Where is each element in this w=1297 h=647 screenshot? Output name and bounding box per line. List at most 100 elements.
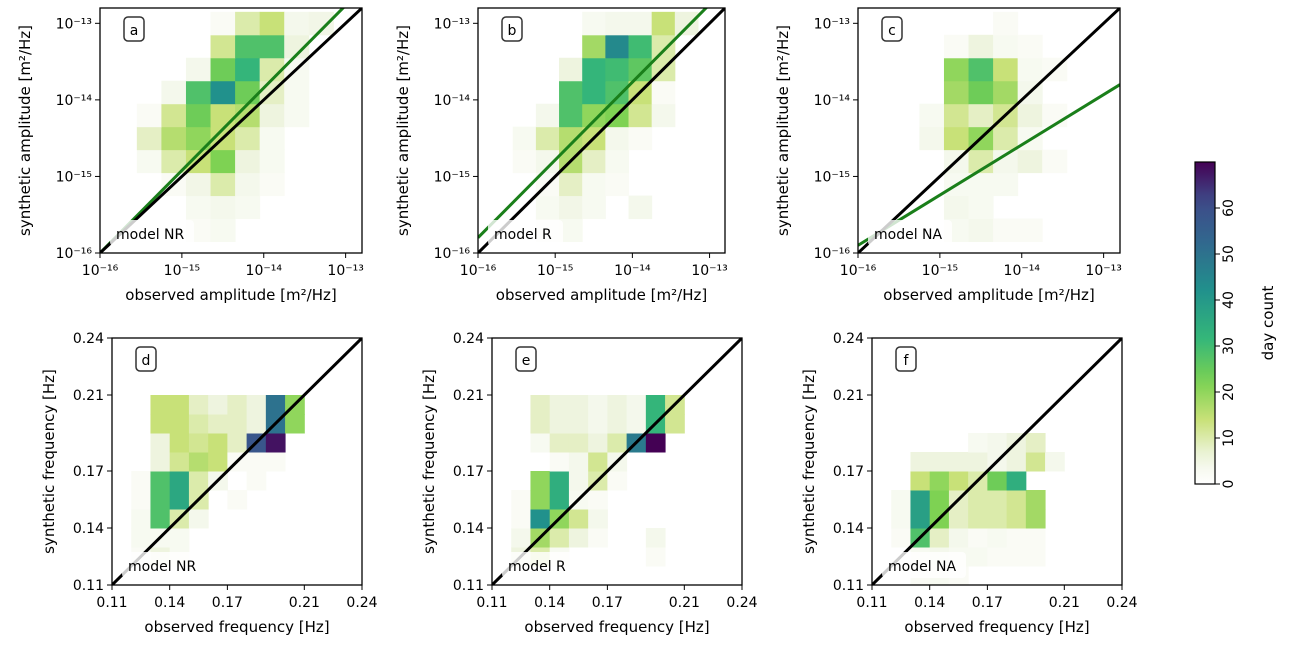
y-tick-label: 10⁻¹³ — [814, 16, 850, 32]
y-tick-label: 0.24 — [73, 331, 104, 347]
heatmap-cell — [968, 103, 994, 128]
heatmap-cell — [891, 509, 911, 529]
heatmap-cell — [943, 126, 970, 151]
model-label: model R — [494, 227, 552, 243]
heatmap-cell — [968, 34, 994, 59]
heatmap-cell — [210, 149, 236, 174]
heatmap-cell — [582, 103, 606, 128]
heatmap-cell — [1006, 528, 1027, 548]
heatmap-cell — [185, 57, 212, 82]
heatmap-cell — [210, 11, 236, 36]
heatmap-cell — [188, 395, 209, 415]
y-tick-label: 0.17 — [833, 464, 864, 480]
heatmap-cell — [588, 452, 608, 472]
heatmap-cell — [530, 433, 551, 453]
y-tick-label: 10⁻¹⁶ — [434, 246, 471, 262]
axes-frame — [111, 337, 363, 586]
heatmap-cell — [208, 414, 228, 434]
colorbar-bar — [1194, 161, 1216, 485]
heatmap-cell — [1006, 490, 1027, 510]
model-label: model NA — [888, 559, 957, 575]
heatmap-cell — [131, 528, 151, 548]
axes-frame — [99, 7, 363, 254]
heatmap-cell — [993, 126, 1019, 151]
heatmap-cell — [136, 149, 162, 174]
y-axis-label: synthetic amplitude [m²/Hz] — [394, 25, 412, 236]
x-axis-label: observed frequency [Hz] — [144, 618, 329, 636]
heatmap-cell — [549, 471, 570, 491]
heatmap-cell — [1006, 547, 1027, 567]
heatmap-cell — [535, 103, 560, 128]
heatmap-cell — [265, 452, 286, 472]
heatmap-cell — [259, 172, 285, 197]
x-axis-label: observed frequency [Hz] — [524, 618, 709, 636]
colorbar-tick-label: 40 — [1221, 291, 1237, 309]
heatmap-cell — [582, 195, 606, 220]
heatmap-cell — [208, 433, 228, 453]
identity-line — [492, 338, 742, 585]
heatmap-cell — [943, 34, 970, 59]
y-tick-label: 0.11 — [833, 578, 864, 594]
x-tick-label: 10⁻¹⁶ — [82, 263, 119, 279]
heatmap-cell — [891, 528, 911, 548]
heatmap-cell — [246, 395, 267, 415]
panel-letter: b — [508, 23, 517, 39]
heatmap-cell — [185, 195, 212, 220]
panel-d: 0.110.11 0.14 0.14 0.17 0.17 0.21 0.21 0.24 0.24… — [40, 331, 378, 636]
heatmap-cell — [651, 11, 676, 36]
heatmap-cell — [628, 11, 653, 36]
heatmap-cell — [645, 395, 666, 415]
axes-frame — [477, 7, 726, 254]
model-label-bg — [868, 220, 952, 246]
heatmap-cell — [929, 528, 950, 548]
heatmap-cell — [910, 452, 931, 472]
heatmap-cell — [582, 172, 606, 197]
colorbar-tick-label: 0 — [1221, 480, 1237, 489]
model-label: model R — [508, 559, 566, 575]
identity-line — [478, 8, 725, 253]
heatmap-cell — [588, 509, 608, 529]
y-tick-label: 0.14 — [73, 521, 104, 537]
heatmap-cell — [246, 414, 267, 434]
plot-area — [112, 338, 362, 585]
heatmap-cell — [559, 103, 583, 128]
x-tick-label: 0.17 — [212, 595, 243, 611]
heatmap-cell — [284, 34, 310, 59]
colorbar-tick-label: 30 — [1221, 337, 1237, 355]
heatmap-cell — [285, 414, 305, 434]
heatmap-cell — [607, 395, 628, 415]
heatmap-cell — [582, 11, 606, 36]
heatmap-cell — [605, 172, 630, 197]
heatmap-cell — [227, 414, 248, 434]
identity-line — [872, 338, 1122, 585]
x-tick-label: 0.11 — [856, 595, 887, 611]
colorbar-tick-label: 10 — [1221, 429, 1237, 447]
heatmap-cell — [987, 547, 1008, 567]
heatmap-cell — [265, 433, 286, 453]
plot-area — [492, 338, 742, 585]
heatmap-cell — [1042, 149, 1068, 174]
heatmap-cell — [1025, 509, 1046, 529]
heatmap-cell — [1017, 149, 1043, 174]
heatmap-cell — [1025, 547, 1046, 567]
x-tick-label: 10⁻¹⁴ — [614, 263, 651, 279]
heatmap-cell — [136, 126, 162, 151]
heatmap-cell — [568, 471, 589, 491]
heatmap-cell — [210, 57, 236, 82]
heatmap-cell — [235, 34, 261, 59]
heatmap-cell — [607, 433, 628, 453]
y-axis-label: synthetic amplitude [m²/Hz] — [774, 25, 792, 236]
heatmap-cell — [628, 103, 653, 128]
heatmap-cell — [169, 528, 190, 548]
heatmap-cell — [131, 509, 151, 529]
heatmap-cell — [559, 218, 583, 243]
heatmap-cell — [993, 34, 1019, 59]
heatmap-cell — [235, 57, 261, 82]
heatmap-cell — [188, 433, 209, 453]
heatmap-cell — [568, 414, 589, 434]
heatmap-cell — [968, 172, 994, 197]
heatmap-cell — [559, 126, 583, 151]
heatmap-cell — [582, 57, 606, 82]
heatmap-cell — [559, 172, 583, 197]
